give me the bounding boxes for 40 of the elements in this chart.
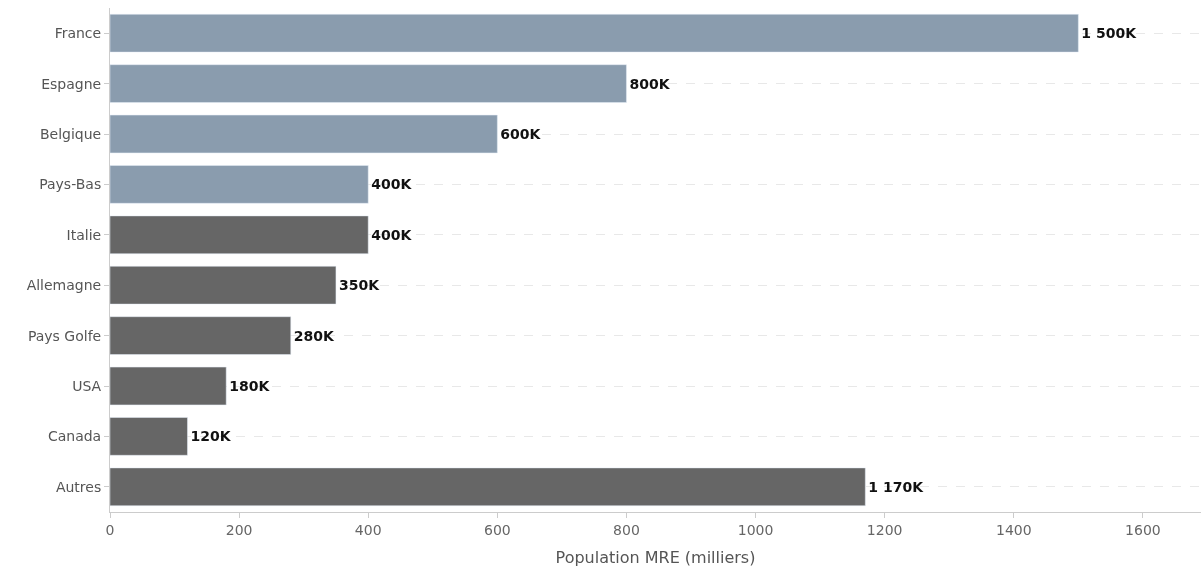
bar [110,366,227,406]
x-tick-label: 1600 [1125,521,1161,538]
data-label: 400K [371,226,413,243]
y-tick-label: Espagne [41,75,102,92]
data-label: 800K [629,75,671,92]
data-label: 1 170K [868,478,925,495]
x-tick-label: 1200 [866,521,903,538]
bar [110,165,369,204]
bar [110,417,188,456]
y-tick-label: Canada [47,428,102,445]
y-tick-label: Belgique [39,125,102,142]
data-label: 280K [293,327,335,344]
y-tick-label: USA [72,377,102,394]
data-label: 180K [229,378,271,394]
y-tick-label: France [54,25,102,42]
bar [110,114,498,154]
x-tick-label: 0 [105,521,115,538]
data-label: 350K [338,277,381,294]
x-tick-label: 600 [483,521,511,538]
bar [110,14,1079,53]
data-label: 1 500K [1081,25,1138,42]
x-tick-label: 1400 [995,521,1032,538]
bar [110,64,627,103]
y-tick-label: Pays Golfe [27,327,102,344]
x-tick-label: 1000 [737,521,774,538]
x-tick-label: 200 [225,521,253,538]
bar [110,215,369,254]
y-tick-label: Autres [55,478,102,495]
x-tick-label: 400 [354,521,382,538]
x-tick-label: 800 [613,521,640,538]
bar [110,467,866,506]
y-tick-label: Pays-Bas [39,176,102,193]
data-label: 600K [500,126,542,142]
data-label: 120K [190,428,232,445]
x-axis-title: Population MRE (milliers) [555,548,756,567]
y-tick-label: Allemagne [26,277,102,294]
bar [110,316,292,355]
bar [110,266,337,305]
data-label: 400K [371,176,413,193]
y-tick-label: Italie [66,226,102,243]
